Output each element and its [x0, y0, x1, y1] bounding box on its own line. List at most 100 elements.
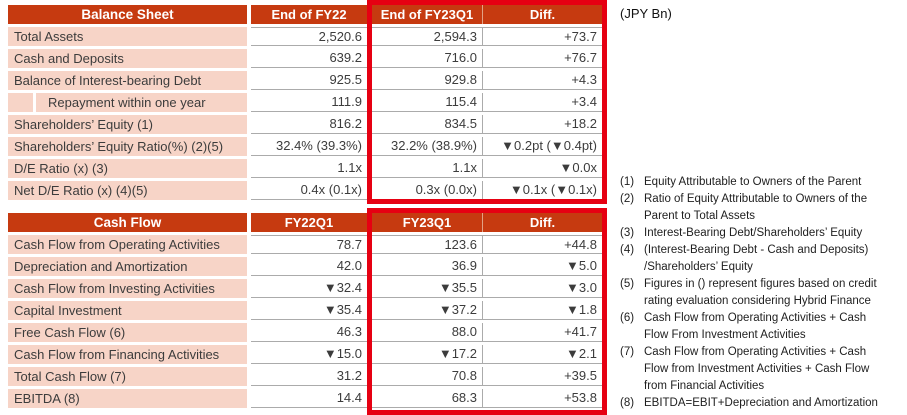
table-row: Depreciation and Amortization 42.0 36.9 ▼5.… [8, 257, 602, 276]
footnote-number: (3) [620, 227, 635, 239]
footnote-text: Cash Flow from Operating Activities + Ca… [644, 346, 870, 392]
cell-diff: +39.5 [482, 367, 602, 386]
cell-current-period: 2,594.3 [372, 27, 482, 46]
footnote-item: (7) Cash Flow from Operating Activities +… [620, 344, 907, 395]
table-row: Capital Investment ▼35.4 ▼37.2 ▼1.8 [8, 301, 602, 320]
column-header-fy23q1: FY23Q1 [372, 213, 482, 232]
balance-sheet-header-row: Balance Sheet End of FY22 End of FY23Q1 … [8, 5, 602, 24]
table-row: Total Cash Flow (7) 31.2 70.8 +39.5 [8, 367, 602, 386]
cell-current-period: 32.2% (38.9%) [372, 137, 482, 156]
footnote-text: Cash Flow from Operating Activities + Ca… [644, 312, 867, 341]
cell-diff: +44.8 [482, 235, 602, 254]
cell-prev-period: 78.7 [251, 235, 367, 254]
table-row: Cash Flow from Financing Activities ▼15.0… [8, 345, 602, 364]
footnote-text: Equity Attributable to Owners of the Par… [644, 176, 862, 188]
cell-diff: +76.7 [482, 49, 602, 68]
table-row: EBITDA (8) 14.4 68.3 +53.8 [8, 389, 602, 408]
footnote-number: (1) [620, 176, 635, 188]
column-header-fy22q1: FY22Q1 [251, 213, 367, 232]
footnote-text: Ratio of Equity Attributable to Owners o… [644, 193, 868, 222]
cell-diff: ▼5.0 [482, 257, 602, 276]
row-label: Cash and Deposits [8, 49, 247, 68]
table-row: Free Cash Flow (6) 46.3 88.0 +41.7 [8, 323, 602, 342]
cell-prev-period: 32.4% (39.3%) [251, 137, 367, 156]
balance-sheet-title: Balance Sheet [8, 5, 247, 24]
footnote-text: (Interest-Bearing Debt - Cash and Deposi… [644, 244, 869, 273]
footnote-item: (5) Figures in () represent figures based… [620, 276, 907, 310]
cell-prev-period: 42.0 [251, 257, 367, 276]
cell-current-period: 115.4 [372, 93, 482, 112]
footnote-item: (4) (Interest-Bearing Debt - Cash and Dep… [620, 242, 907, 276]
footnote-item: (1) Equity Attributable to Owners of the … [620, 174, 907, 191]
row-label: D/E Ratio (x) (3) [8, 159, 247, 178]
cell-prev-period: 1.1x [251, 159, 367, 178]
table-row: Total Assets 2,520.6 2,594.3 +73.7 [8, 27, 602, 46]
unit-label: (JPY Bn) [620, 6, 672, 21]
balance-sheet-body: Total Assets 2,520.6 2,594.3 +73.7 Cash and … [8, 27, 602, 200]
cell-current-period: ▼37.2 [372, 301, 482, 320]
row-label: Total Cash Flow (7) [8, 367, 247, 386]
cash-flow-title: Cash Flow [8, 213, 247, 232]
footnote-item: (3) Interest-Bearing Debt/Shareholders’ E… [620, 225, 907, 242]
row-label: Depreciation and Amortization [8, 257, 247, 276]
row-label: Cash Flow from Financing Activities [8, 345, 247, 364]
footnote-number: (4) [620, 244, 635, 256]
table-row: Shareholders’ Equity Ratio(%) (2)(5) 32.4… [8, 137, 602, 156]
cell-diff: ▼0.2pt (▼0.4pt) [482, 137, 602, 156]
footnote-item: (2) Ratio of Equity Attributable to Owner… [620, 191, 907, 225]
row-label: Net D/E Ratio (x) (4)(5) [8, 181, 247, 200]
cell-current-period: 0.3x (0.0x) [372, 181, 482, 200]
footnote-item: (8) EBITDA=EBIT+Depreciation and Amortiza… [620, 395, 907, 412]
cell-prev-period: 111.9 [251, 93, 367, 112]
footnote-text: EBITDA=EBIT+Depreciation and Amortizatio… [644, 397, 878, 409]
cell-current-period: 88.0 [372, 323, 482, 342]
cash-flow-header-row: Cash Flow FY22Q1 FY23Q1 Diff. [8, 213, 602, 232]
footnote-text: Figures in () represent figures based on… [644, 278, 877, 307]
row-label: Free Cash Flow (6) [8, 323, 247, 342]
cell-prev-period: 816.2 [251, 115, 367, 134]
cell-current-period: ▼35.5 [372, 279, 482, 298]
row-label: Balance of Interest-bearing Debt [8, 71, 247, 90]
footnote-item: (6) Cash Flow from Operating Activities +… [620, 310, 907, 344]
cash-flow-body: Cash Flow from Operating Activities 78.7 1… [8, 235, 602, 408]
footnote-number: (8) [620, 397, 635, 409]
cell-prev-period: 639.2 [251, 49, 367, 68]
row-label: Total Assets [8, 27, 247, 46]
table-row: Net D/E Ratio (x) (4)(5) 0.4x (0.1x) 0.3x … [8, 181, 602, 200]
cell-prev-period: 31.2 [251, 367, 367, 386]
table-row: Cash and Deposits 639.2 716.0 +76.7 [8, 49, 602, 68]
cell-diff: +3.4 [482, 93, 602, 112]
cell-prev-period: ▼32.4 [251, 279, 367, 298]
footnote-number: (6) [620, 312, 635, 324]
cell-current-period: 716.0 [372, 49, 482, 68]
table-row: Repayment within one year 111.9 115.4 +3.4 [8, 93, 602, 112]
cell-prev-period: 0.4x (0.1x) [251, 181, 367, 200]
cell-prev-period: ▼15.0 [251, 345, 367, 364]
cell-prev-period: 925.5 [251, 71, 367, 90]
cell-current-period: 834.5 [372, 115, 482, 134]
cell-prev-period: 2,520.6 [251, 27, 367, 46]
table-row: Cash Flow from Operating Activities 78.7 1… [8, 235, 602, 254]
cell-diff: +53.8 [482, 389, 602, 408]
footnote-number: (5) [620, 278, 635, 290]
cell-prev-period: ▼35.4 [251, 301, 367, 320]
table-row: Cash Flow from Investing Activities ▼32.4… [8, 279, 602, 298]
footnote-number: (7) [620, 346, 635, 358]
table-row: Shareholders’ Equity (1) 816.2 834.5 +18.2 [8, 115, 602, 134]
cell-diff: ▼0.0x [482, 159, 602, 178]
row-label: EBITDA (8) [8, 389, 247, 408]
cell-current-period: 68.3 [372, 389, 482, 408]
row-label: Repayment within one year [36, 93, 247, 112]
cell-current-period: 929.8 [372, 71, 482, 90]
footnote-number: (2) [620, 193, 635, 205]
cell-current-period: 36.9 [372, 257, 482, 276]
column-header-diff: Diff. [482, 213, 602, 232]
table-row: D/E Ratio (x) (3) 1.1x 1.1x ▼0.0x [8, 159, 602, 178]
cell-diff: +18.2 [482, 115, 602, 134]
cell-current-period: ▼17.2 [372, 345, 482, 364]
cell-prev-period: 14.4 [251, 389, 367, 408]
column-header-end-of-fy23q1: End of FY23Q1 [372, 5, 482, 24]
footnotes: (1) Equity Attributable to Owners of the … [620, 174, 907, 412]
row-label: Cash Flow from Investing Activities [8, 279, 247, 298]
